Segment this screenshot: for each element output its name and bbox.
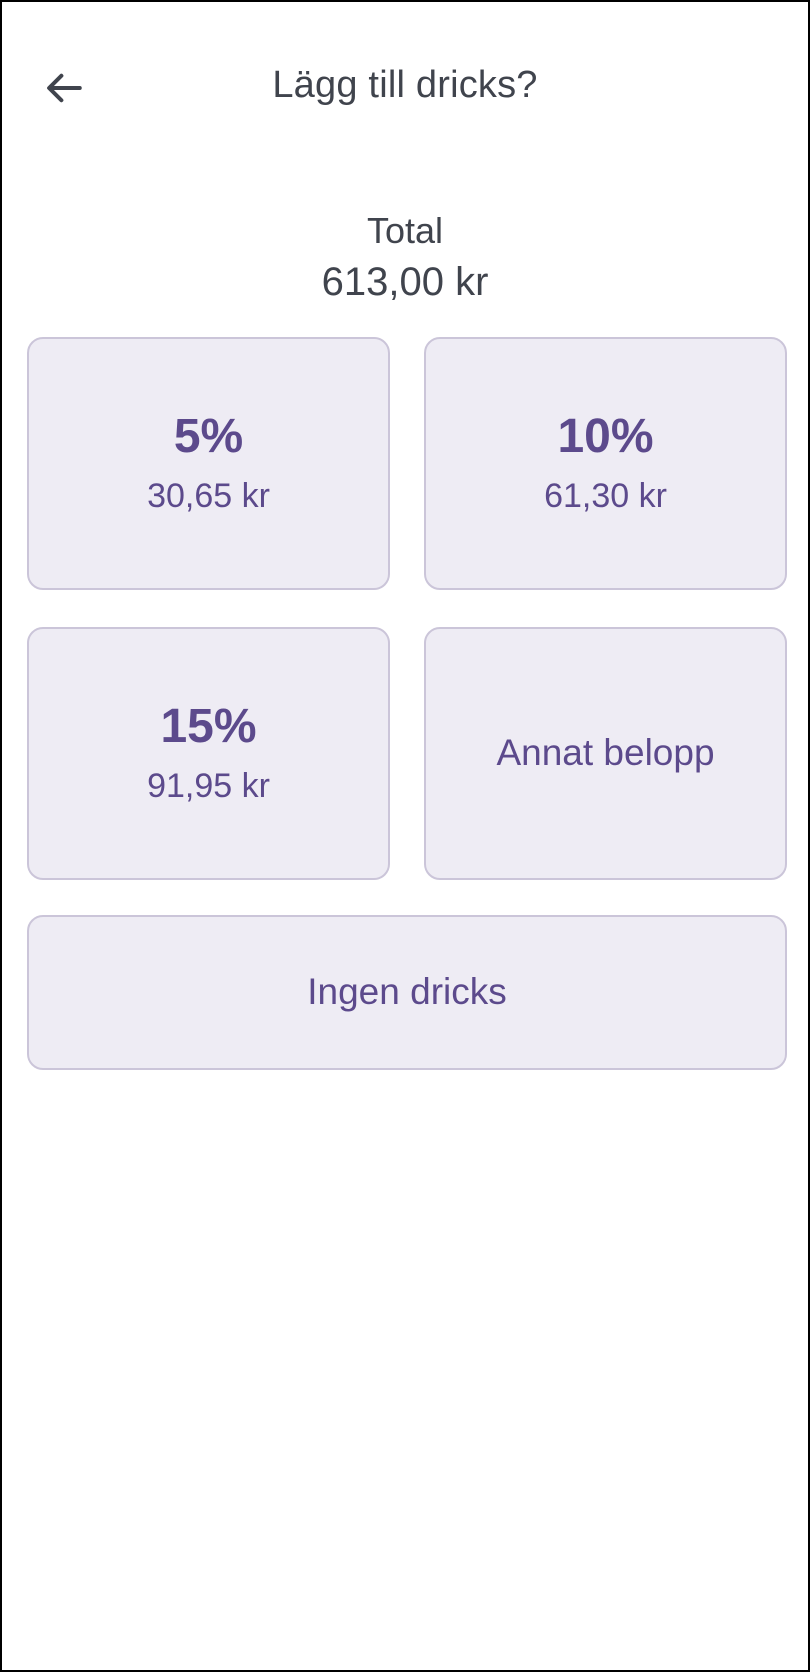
tip-amount-label: 61,30 kr <box>544 477 667 516</box>
total-amount: 613,00 kr <box>321 260 489 304</box>
back-button[interactable] <box>38 62 90 114</box>
no-tip-label: Ingen dricks <box>307 971 507 1013</box>
page-title: Lägg till dricks? <box>272 64 538 106</box>
tip-options-grid: 5% 30,65 kr 10% 61,30 kr 15% 91,95 kr An… <box>27 337 787 880</box>
tip-amount-label: 91,95 kr <box>147 767 270 806</box>
tip-option-10-percent[interactable]: 10% 61,30 kr <box>424 337 787 590</box>
tip-percent-label: 15% <box>160 700 257 754</box>
no-tip-button[interactable]: Ingen dricks <box>27 915 787 1070</box>
tip-option-15-percent[interactable]: 15% 91,95 kr <box>27 627 390 880</box>
tip-option-custom-amount[interactable]: Annat belopp <box>424 627 787 880</box>
tip-percent-label: 10% <box>557 410 654 464</box>
total-label: Total <box>366 210 444 251</box>
header: Lägg till dricks? <box>2 2 808 132</box>
tip-option-5-percent[interactable]: 5% 30,65 kr <box>27 337 390 590</box>
total-block: Total 613,00 kr <box>2 207 808 309</box>
arrow-left-icon <box>43 67 85 109</box>
tip-percent-label: 5% <box>173 410 244 464</box>
custom-amount-label: Annat belopp <box>496 732 715 774</box>
tip-amount-label: 30,65 kr <box>147 477 270 516</box>
